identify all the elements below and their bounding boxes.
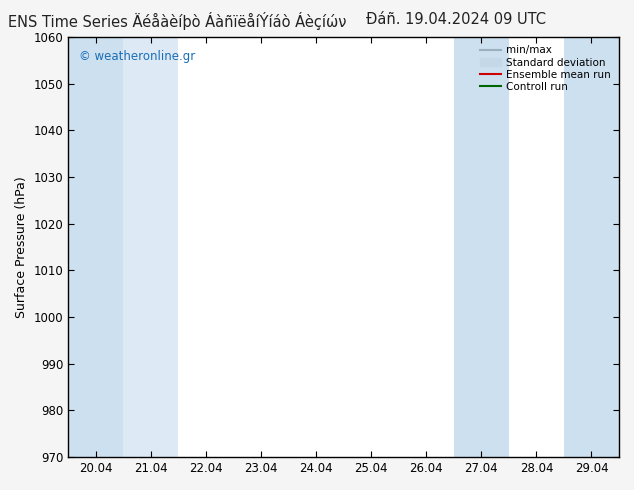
Bar: [123, 37, 178, 457]
Text: ENS Time Series Äéåàèíþò ÁàñïëåíÝíáò Áèçíών: ENS Time Series Äéåàèíþò ÁàñïëåíÝíáò Áèç…: [8, 12, 347, 30]
Bar: [564, 37, 619, 457]
Text: Ðáñ. 19.04.2024 09 UTC: Ðáñ. 19.04.2024 09 UTC: [366, 12, 547, 27]
Legend: min/max, Standard deviation, Ensemble mean run, Controll run: min/max, Standard deviation, Ensemble me…: [477, 42, 614, 95]
Text: © weatheronline.gr: © weatheronline.gr: [79, 50, 195, 63]
Bar: [454, 37, 509, 457]
Bar: [68, 37, 123, 457]
Y-axis label: Surface Pressure (hPa): Surface Pressure (hPa): [15, 176, 28, 318]
